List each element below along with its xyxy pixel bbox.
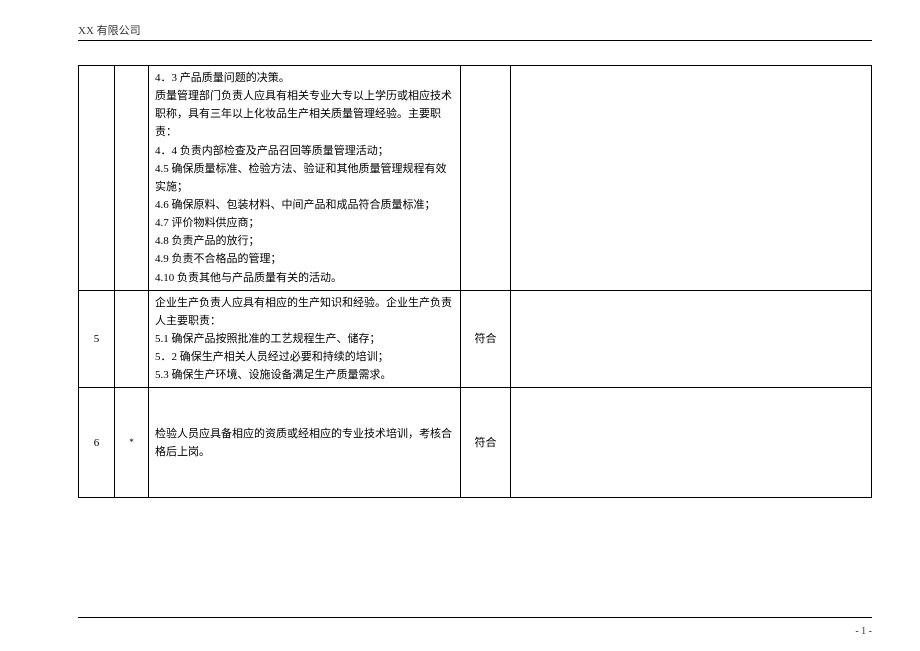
header-rule xyxy=(78,40,872,41)
row-content: 检验人员应具备相应的资质或经相应的专业技术培训，考核合格后上岗。 xyxy=(149,388,461,498)
page-footer: - 1 - xyxy=(855,626,872,637)
row-status: 符合 xyxy=(461,388,511,498)
row-status xyxy=(461,66,511,291)
row-remarks xyxy=(511,66,872,291)
assessment-table: 4．3 产品质量问题的决策。 质量管理部门负责人应具有相关专业大专以上学历或相应… xyxy=(78,65,872,498)
row-mark: * xyxy=(115,388,149,498)
table-row: 6 * 检验人员应具备相应的资质或经相应的专业技术培训，考核合格后上岗。 符合 xyxy=(79,388,872,498)
company-name: XX 有限公司 xyxy=(78,22,872,40)
row-content: 企业生产负责人应具有相应的生产知识和经验。企业生产负责人主要职责： 5.1 确保… xyxy=(149,290,461,388)
row-mark xyxy=(115,290,149,388)
footer-rule xyxy=(78,617,872,618)
row-remarks xyxy=(511,388,872,498)
row-content: 4．3 产品质量问题的决策。 质量管理部门负责人应具有相关专业大专以上学历或相应… xyxy=(149,66,461,291)
row-num xyxy=(79,66,115,291)
row-status: 符合 xyxy=(461,290,511,388)
document-page: XX 有限公司 4．3 产品质量问题的决策。 质量管理部门负责人应具有相关专业大… xyxy=(0,0,920,651)
table-row: 5 企业生产负责人应具有相应的生产知识和经验。企业生产负责人主要职责： 5.1 … xyxy=(79,290,872,388)
row-remarks xyxy=(511,290,872,388)
row-num: 6 xyxy=(79,388,115,498)
page-number: - 1 - xyxy=(855,626,872,637)
row-num: 5 xyxy=(79,290,115,388)
table-row: 4．3 产品质量问题的决策。 质量管理部门负责人应具有相关专业大专以上学历或相应… xyxy=(79,66,872,291)
row-mark xyxy=(115,66,149,291)
